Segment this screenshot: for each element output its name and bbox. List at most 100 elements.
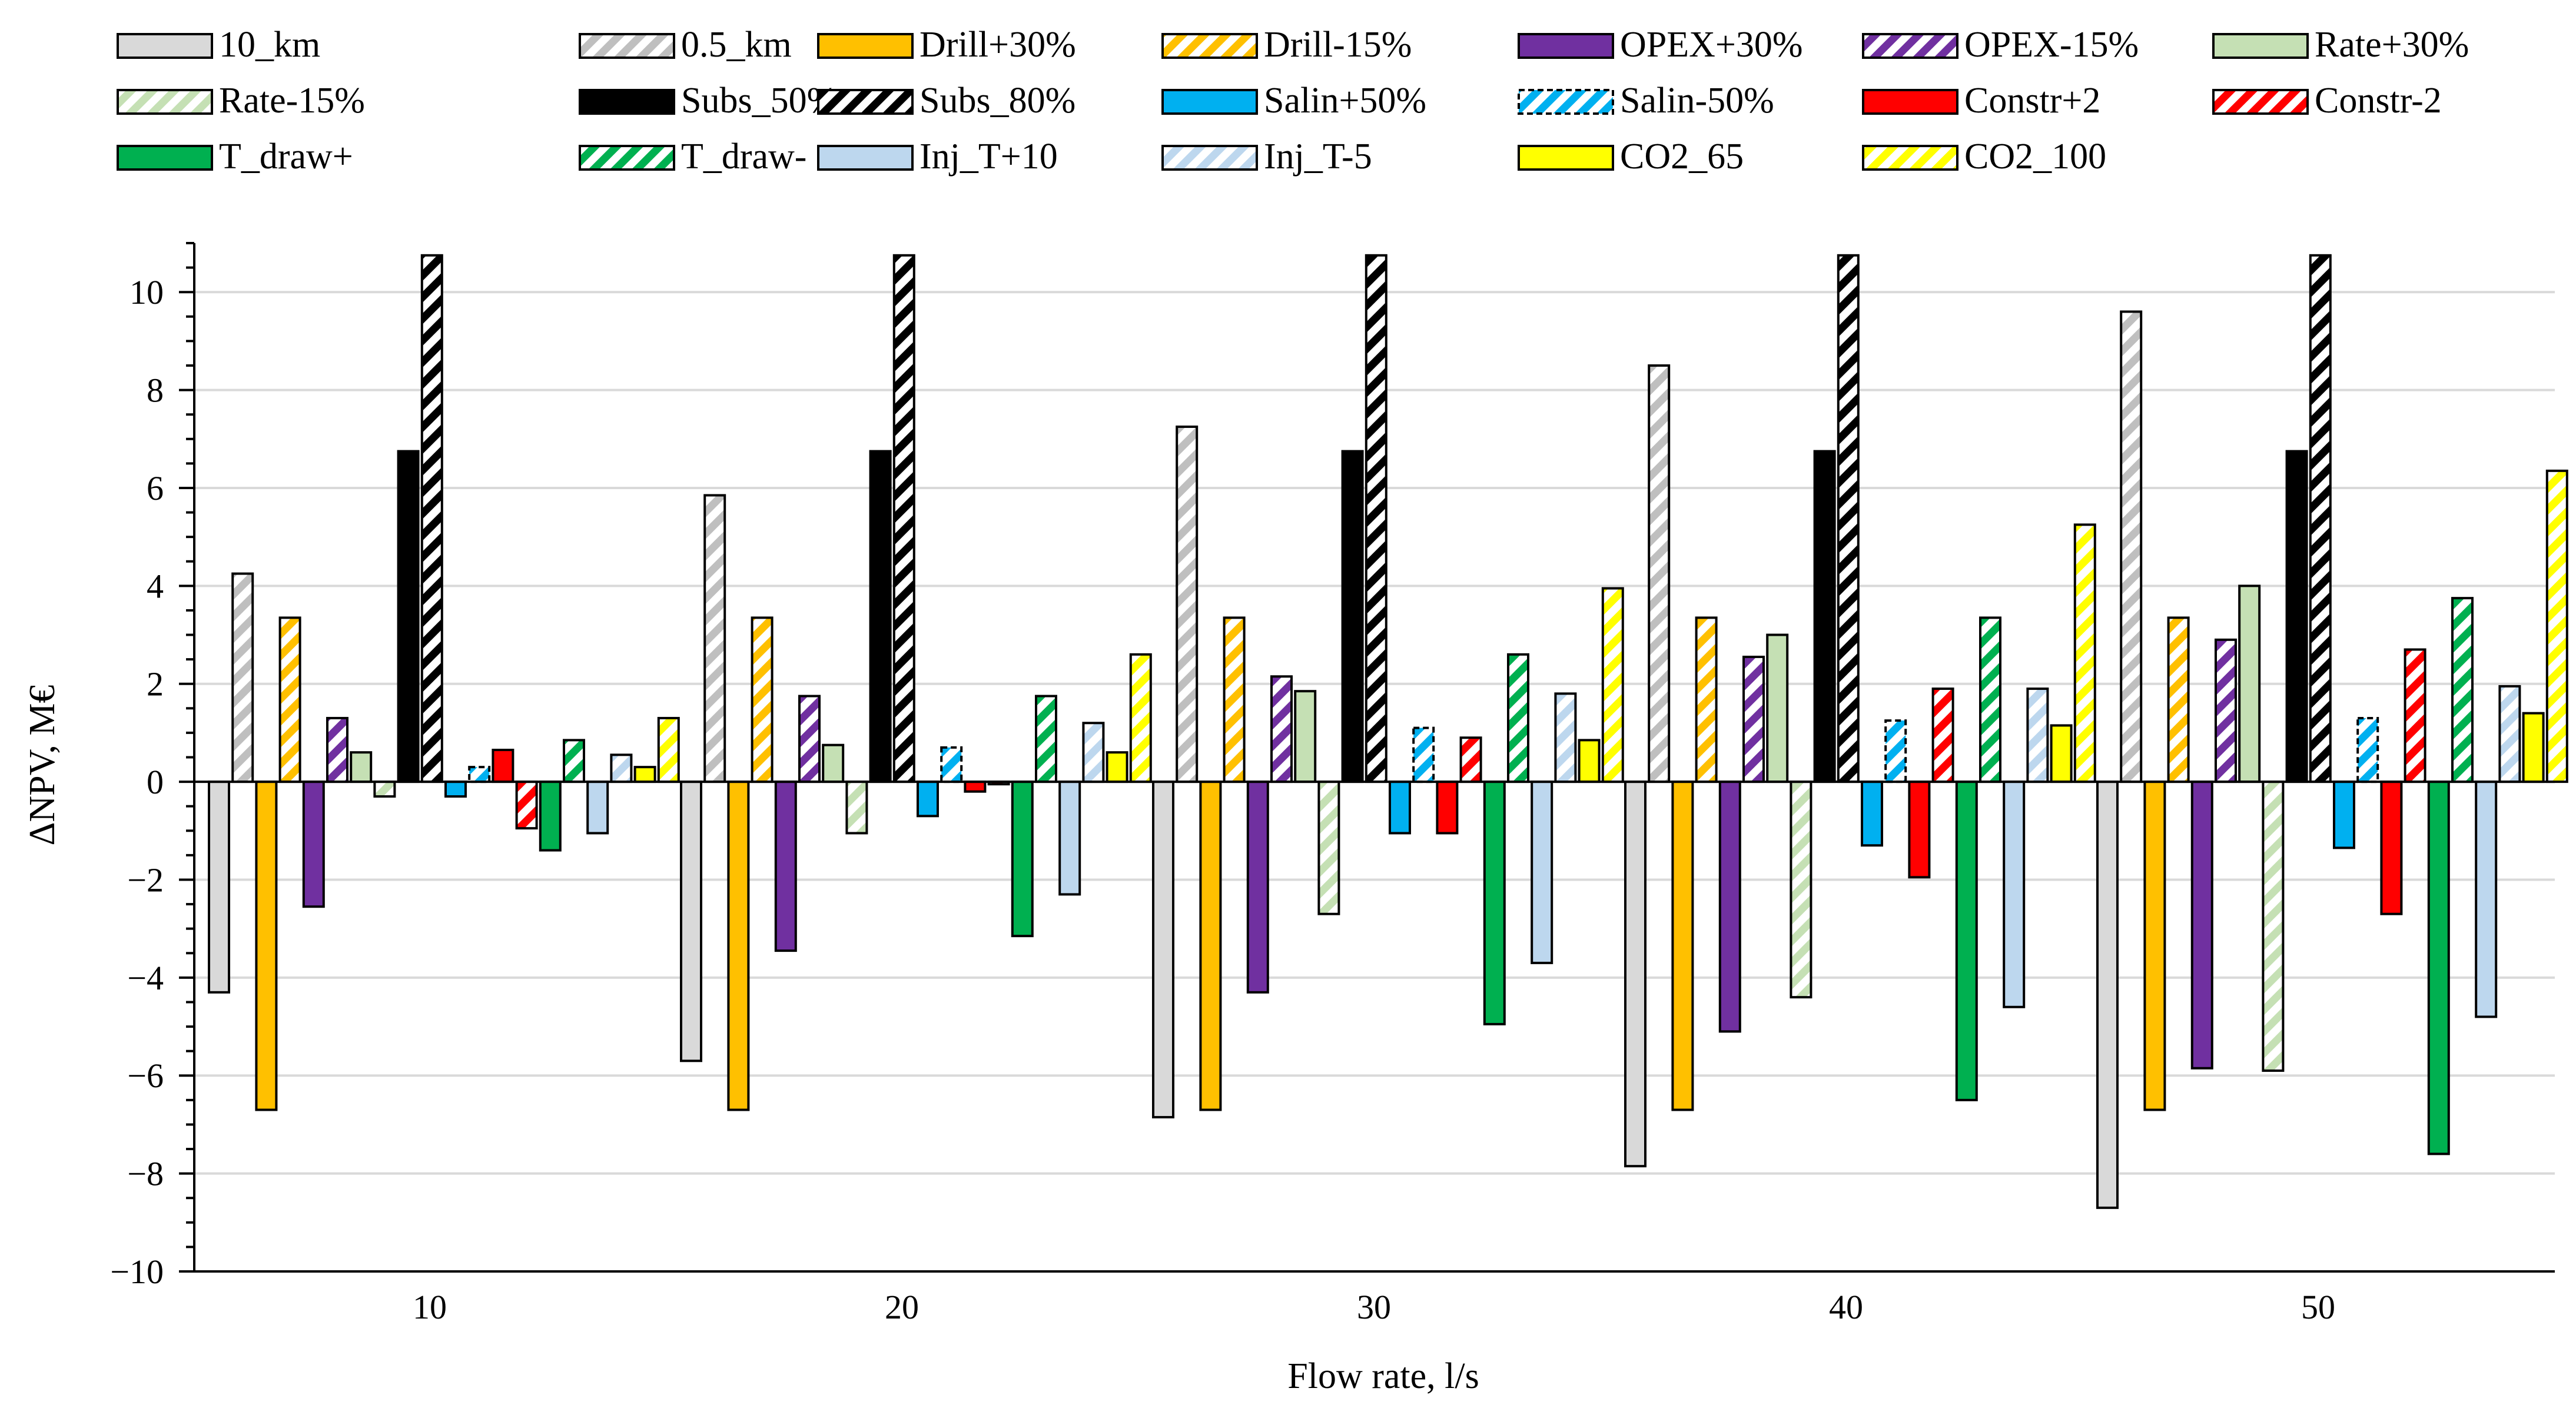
bar-subs-50-40 — [1813, 450, 1836, 783]
bar-inj-t-5-10 — [610, 753, 633, 783]
bar-opex-30-30 — [1246, 781, 1269, 994]
legend-label: Rate-15% — [219, 81, 365, 121]
bar-salin-50-30 — [1412, 726, 1435, 783]
legend-label: Constr+2 — [1964, 81, 2100, 121]
bar-constr-2-30 — [1459, 736, 1482, 783]
bar-constr-2-50 — [2404, 648, 2426, 783]
bar-opex-15-50 — [2215, 638, 2237, 783]
legend-label: 10_km — [219, 25, 320, 65]
legend-item-subs-80: Subs_80% — [817, 81, 1075, 121]
bar-rate-30-30 — [1294, 690, 1317, 783]
x-tick-label: 20 — [885, 1288, 919, 1326]
bar-opex-15-30 — [1270, 675, 1293, 783]
bar-0-5-km-10 — [231, 572, 254, 783]
bar-inj-t-10-50 — [2475, 781, 2498, 1018]
legend-item-t-draw: T_draw- — [579, 137, 806, 177]
bar-t-draw-10 — [563, 739, 585, 783]
legend-swatch — [1161, 89, 1258, 115]
legend-label: Rate+30% — [2315, 25, 2469, 65]
bar-co2-100-40 — [2073, 523, 2096, 783]
legend-label: T_draw- — [681, 137, 806, 177]
legend-swatch — [1862, 33, 1958, 59]
bar-0-5-km-20 — [703, 494, 726, 783]
legend-swatch — [1161, 145, 1258, 171]
legend-item-constr-2: Constr+2 — [1862, 81, 2100, 121]
legend-item-10-km: 10_km — [117, 25, 320, 65]
x-tick-label: 50 — [2301, 1288, 2335, 1326]
bar-co2-100-30 — [1601, 587, 1624, 783]
legend-swatch — [579, 33, 675, 59]
bar-co2-65-10 — [633, 766, 656, 783]
bar-rate-15-30 — [1317, 781, 1340, 915]
bar-inj-t-10-40 — [2003, 781, 2026, 1008]
bar-salin-50-20 — [917, 781, 939, 818]
bar-drill-30-40 — [1671, 781, 1694, 1111]
legend-swatch — [817, 145, 914, 171]
bar-drill-30-20 — [727, 781, 750, 1111]
legend-item-opex-15: OPEX-15% — [1862, 25, 2139, 65]
bar-10-km-40 — [1624, 781, 1646, 1168]
legend-item-opex-30: OPEX+30% — [1518, 25, 1803, 65]
legend-label: Salin+50% — [1264, 81, 1426, 121]
bar-t-draw-40 — [1955, 781, 1978, 1101]
bar-opex-30-20 — [774, 781, 797, 952]
bar-co2-65-50 — [2522, 712, 2545, 783]
y-tick-label: 6 — [147, 469, 164, 507]
bar-rate-15-10 — [373, 781, 396, 798]
bar-inj-t-5-20 — [1082, 722, 1105, 783]
bar-0-5-km-30 — [1176, 425, 1199, 783]
y-tick-label: −2 — [127, 861, 164, 899]
legend-label: CO2_100 — [1964, 137, 2106, 177]
legend-label: Inj_T+10 — [919, 137, 1058, 177]
bar-constr-2-20 — [964, 781, 987, 793]
bar-10-km-30 — [1152, 781, 1174, 1118]
bar-subs-80-10 — [420, 254, 443, 783]
legend-swatch — [817, 89, 914, 115]
bar-10-km-50 — [2096, 781, 2119, 1209]
bar-rate-15-20 — [845, 781, 868, 835]
legend-swatch — [1518, 145, 1614, 171]
bar-inj-t-5-40 — [2026, 688, 2049, 783]
bar-subs-80-50 — [2309, 254, 2332, 783]
bar-salin-50-50 — [2356, 716, 2379, 783]
y-tick-label: 4 — [147, 567, 164, 605]
bar-drill-15-30 — [1223, 616, 1246, 783]
bar-opex-15-10 — [326, 716, 348, 783]
bar-inj-t-10-20 — [1058, 781, 1081, 896]
legend-item-co2-65: CO2_65 — [1518, 137, 1744, 177]
bar-subs-80-30 — [1365, 254, 1387, 783]
legend-item-t-draw: T_draw+ — [117, 137, 353, 177]
legend-item-inj-t-5: Inj_T-5 — [1161, 137, 1372, 177]
y-tick-label: −10 — [110, 1253, 164, 1291]
legend-swatch — [579, 145, 675, 171]
legend-item-subs-50: Subs_50% — [579, 81, 837, 121]
bar-10-km-20 — [680, 781, 702, 1062]
legend: 10_km 0.5_km Drill+30% Drill-15% OPEX+30% OPE… — [117, 25, 2469, 177]
bar-subs-50-50 — [2285, 450, 2308, 783]
bar-opex-15-40 — [1742, 655, 1765, 783]
bar-subs-80-20 — [892, 254, 915, 783]
y-tick-label: 8 — [147, 371, 164, 410]
bar-subs-50-30 — [1341, 450, 1364, 783]
bar-rate-30-10 — [350, 751, 373, 783]
bar-inj-t-5-50 — [2498, 685, 2521, 783]
bar-constr-2-40 — [1908, 781, 1931, 879]
legend-item-constr-2: Constr-2 — [2212, 81, 2442, 121]
bar-drill-30-50 — [2143, 781, 2166, 1111]
y-tick-label: −6 — [127, 1057, 164, 1095]
bar-salin-50-10 — [468, 766, 491, 783]
legend-swatch — [1862, 89, 1958, 115]
bar-t-draw-20 — [1011, 781, 1034, 938]
x-axis-title: Flow rate, l/s — [1287, 1356, 1479, 1396]
bar-salin-50-40 — [1884, 719, 1907, 783]
bar-co2-100-20 — [1129, 653, 1152, 783]
legend-item-salin-50: Salin+50% — [1161, 81, 1426, 121]
legend-swatch — [1518, 89, 1614, 115]
bar-constr-2-10 — [492, 749, 514, 783]
bar-subs-50-10 — [397, 450, 420, 783]
bar-opex-30-10 — [302, 781, 325, 908]
bar-t-draw-30 — [1507, 653, 1529, 783]
bar-0-5-km-40 — [1648, 364, 1671, 783]
y-axis-title: ΔNPV, M€ — [22, 685, 62, 845]
